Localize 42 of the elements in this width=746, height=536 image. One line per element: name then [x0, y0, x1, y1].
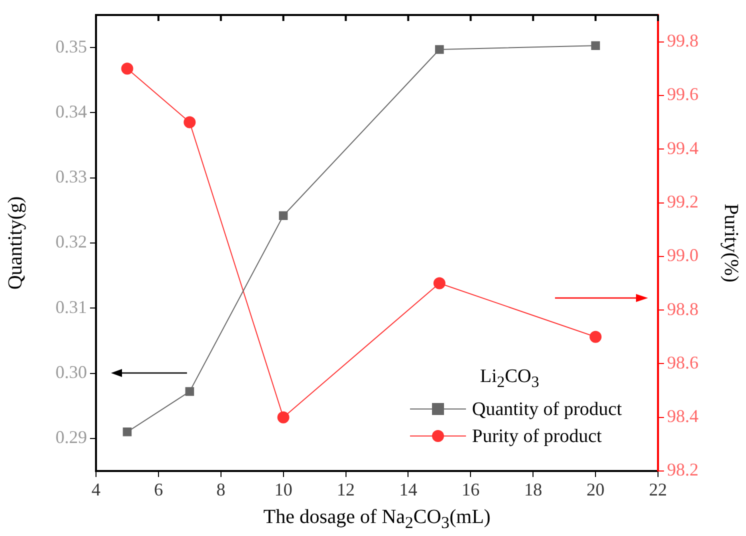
- x-tick-label: 18: [524, 480, 542, 500]
- y-tick-label: 0.34: [56, 101, 87, 122]
- y-tick-label: 0.29: [56, 427, 87, 448]
- y-tick-label: 0.30: [56, 362, 87, 382]
- y2-tick-label: 99.8: [667, 30, 698, 51]
- y2-axis-title: Purity(%): [720, 204, 742, 282]
- x-tick-label: 8: [216, 480, 226, 500]
- y-tick-label: 0.35: [56, 36, 87, 56]
- x-tick-label: 16: [462, 480, 480, 500]
- point: [590, 330, 602, 343]
- x-tick-label: 6: [154, 480, 163, 500]
- y2-tick-label: 98.6: [667, 352, 698, 372]
- y-axis-title: Quantity(g): [4, 196, 26, 290]
- y2-tick-label: 99.0: [667, 245, 698, 266]
- legend-title: Li$_{2}$CO$_{3}$: [479, 365, 540, 393]
- x-axis-title: The dosage of Na$_{2}$CO$_{3}$(mL): [262, 506, 492, 533]
- x-tick-label: 10: [274, 480, 292, 500]
- point: [122, 428, 132, 436]
- point: [185, 387, 194, 396]
- point: [277, 411, 290, 424]
- y2-tick-label: 99.2: [667, 192, 698, 212]
- point: [433, 277, 446, 290]
- legend-label: Purity of product: [472, 424, 602, 449]
- x-tick-label: 14: [399, 480, 418, 500]
- x-tick-label: 4: [92, 480, 100, 500]
- y-tick-label: 0.33: [56, 166, 87, 187]
- x-tick-label: 12: [336, 480, 355, 500]
- y-tick-label: 0.31: [56, 296, 87, 317]
- point: [184, 116, 196, 128]
- y2-tick-label: 99.6: [667, 84, 698, 104]
- x-tick-label: 20: [586, 480, 605, 500]
- y-tick-label: 0.32: [56, 232, 87, 252]
- y2-tick-label: 98.8: [667, 298, 698, 319]
- point: [591, 41, 600, 50]
- point: [121, 62, 134, 75]
- legend-label: Quantity of product: [472, 398, 622, 422]
- y2-tick-label: 99.4: [667, 138, 698, 158]
- point: [278, 211, 288, 220]
- y2-tick-label: 98.2: [667, 460, 698, 480]
- point: [435, 45, 444, 54]
- y2-tick-label: 98.4: [667, 406, 698, 426]
- x-tick-label: 22: [649, 480, 667, 500]
